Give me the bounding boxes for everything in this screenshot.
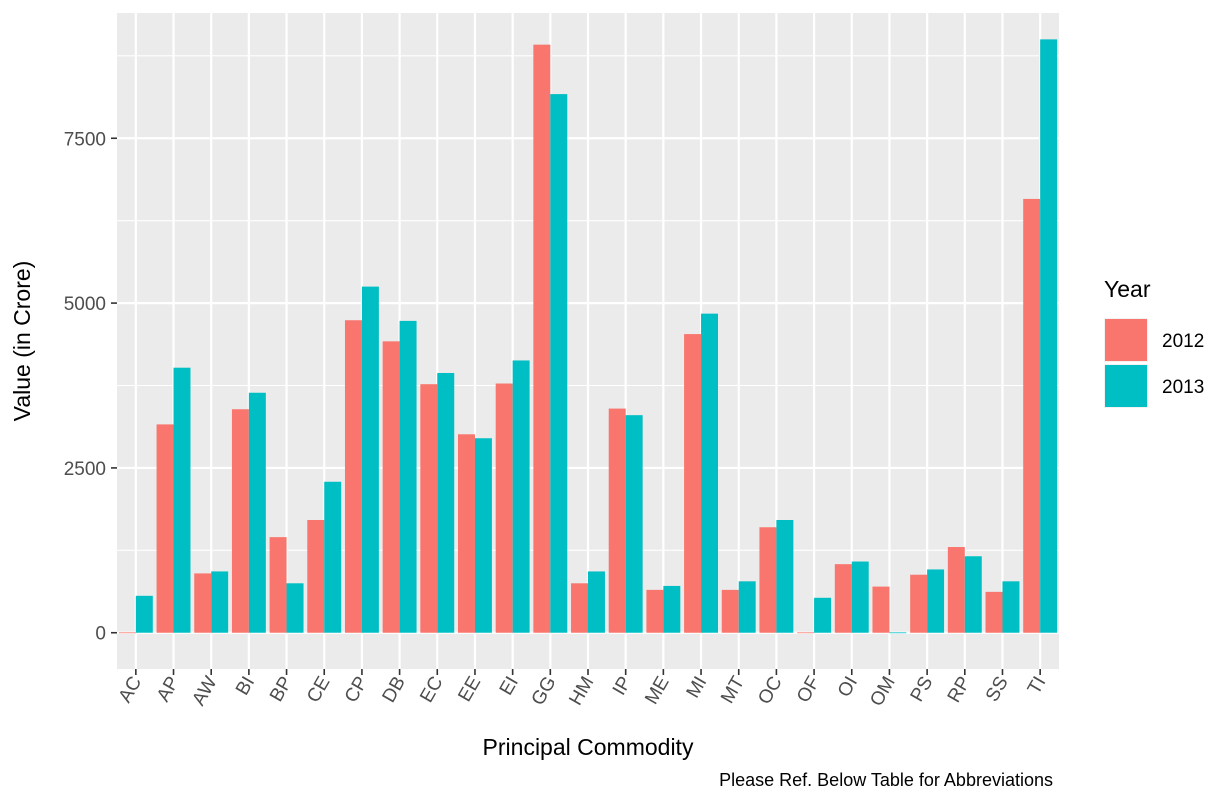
bar-2013-OI [851, 561, 869, 633]
bar-2012-EC [420, 384, 438, 633]
x-tick-label: OF [793, 673, 824, 706]
x-tick-label: MI [683, 673, 712, 702]
legend: Year 2012 2013 [1104, 276, 1204, 408]
bar-2013-PS [927, 569, 945, 633]
x-tick-label: AW [188, 673, 221, 709]
bar-2013-RP [964, 556, 982, 633]
bar-2013-ME [663, 585, 681, 633]
bar-2012-EI [495, 383, 513, 633]
bar-2012-HM [571, 583, 588, 633]
y-tick-label: 2500 [64, 459, 106, 480]
x-axis: AC AP AW BI BP CE CP DB EC EE EI GG HM IP ME MI MT OC OF OI… [115, 669, 1051, 710]
bar-2012-MT [721, 589, 739, 633]
bar-2013-CP [361, 286, 379, 633]
bar-2013-CE [324, 481, 342, 633]
bar-2012-GG [533, 44, 551, 633]
x-tick-label: OI [834, 673, 862, 701]
x-tick-label: EC [416, 673, 447, 706]
bar-2012-OI [834, 564, 852, 633]
legend-title: Year [1104, 276, 1151, 302]
bar-2012-AP [156, 424, 174, 633]
x-tick-label: AC [115, 673, 146, 706]
x-tick-label: SS [982, 673, 1013, 705]
bar-2012-CP [344, 320, 362, 633]
bar-2013-MI [701, 313, 718, 633]
bar-2013-MT [738, 581, 756, 633]
bar-2012-BI [231, 409, 249, 633]
bar-2012-OM [872, 586, 890, 633]
bar-2012-IP [608, 408, 626, 633]
bar-2012-ME [646, 589, 664, 633]
legend-label-2012: 2012 [1162, 331, 1204, 352]
bar-2012-RP [947, 547, 965, 633]
bar-2012-TI [1023, 198, 1041, 633]
caption: Please Ref. Below Table for Abbreviation… [719, 770, 1053, 790]
bar-2013-HM [588, 571, 605, 633]
bar-2013-TI [1040, 39, 1058, 633]
bar-2012-OF [797, 632, 815, 634]
legend-swatch-2012 [1105, 319, 1147, 361]
bar-2013-BP [286, 583, 304, 633]
y-tick-label: 5000 [64, 294, 106, 315]
y-tick-label: 0 [95, 624, 106, 645]
bar-2013-IP [625, 415, 643, 633]
x-tick-label: EE [454, 673, 485, 705]
x-axis-title: Principal Commodity [483, 734, 694, 760]
x-tick-label: EI [496, 673, 523, 699]
bars [118, 39, 1058, 634]
x-tick-label: GG [528, 673, 561, 709]
bar-2012-PS [910, 574, 928, 633]
bar-2012-SS [985, 591, 1003, 633]
bar-2012-MI [684, 334, 702, 633]
x-tick-label: BP [266, 673, 297, 705]
x-tick-label: MT [717, 673, 749, 708]
bar-2012-DB [382, 341, 400, 633]
x-tick-label: BI [232, 673, 259, 699]
bar-2012-BP [269, 537, 287, 633]
bar-2013-EI [512, 360, 530, 633]
x-tick-label: RP [944, 673, 975, 706]
bar-2013-BI [248, 392, 266, 633]
x-tick-label: PS [907, 673, 938, 705]
bar-2013-DB [399, 320, 417, 633]
legend-swatch-2013 [1105, 365, 1147, 407]
y-axis-title: Value (in Crore) [9, 261, 35, 422]
x-tick-label: ME [641, 673, 673, 708]
bar-2013-OC [776, 519, 794, 633]
y-tick-label: 7500 [64, 129, 106, 150]
x-tick-label: DB [379, 673, 410, 706]
bar-2012-OC [759, 527, 777, 633]
x-tick-label: AP [153, 673, 184, 705]
bar-2012-EE [458, 434, 475, 633]
x-tick-label: OC [754, 673, 786, 708]
legend-label-2013: 2013 [1162, 377, 1204, 398]
y-axis: 0 2500 5000 7500 [64, 129, 117, 645]
bar-2013-SS [1002, 581, 1020, 633]
bar-2013-EE [474, 438, 492, 633]
bar-2013-AW [211, 571, 229, 633]
x-tick-label: IP [609, 673, 636, 699]
bar-2012-AW [194, 573, 212, 633]
bar-2013-GG [550, 94, 568, 633]
x-tick-label: CP [341, 673, 372, 706]
x-tick-label: CE [303, 673, 334, 706]
bar-2013-AP [173, 367, 191, 633]
bar-2012-AC [118, 632, 136, 634]
bar-2012-CE [307, 519, 325, 633]
bar-2013-OF [814, 597, 832, 633]
x-tick-label: HM [565, 673, 598, 709]
bar-2013-EC [437, 372, 455, 633]
bar-2013-AC [135, 595, 153, 633]
x-tick-label: TI [1024, 673, 1051, 698]
bar-2013-OM [889, 632, 907, 634]
x-tick-label: OM [866, 673, 899, 710]
